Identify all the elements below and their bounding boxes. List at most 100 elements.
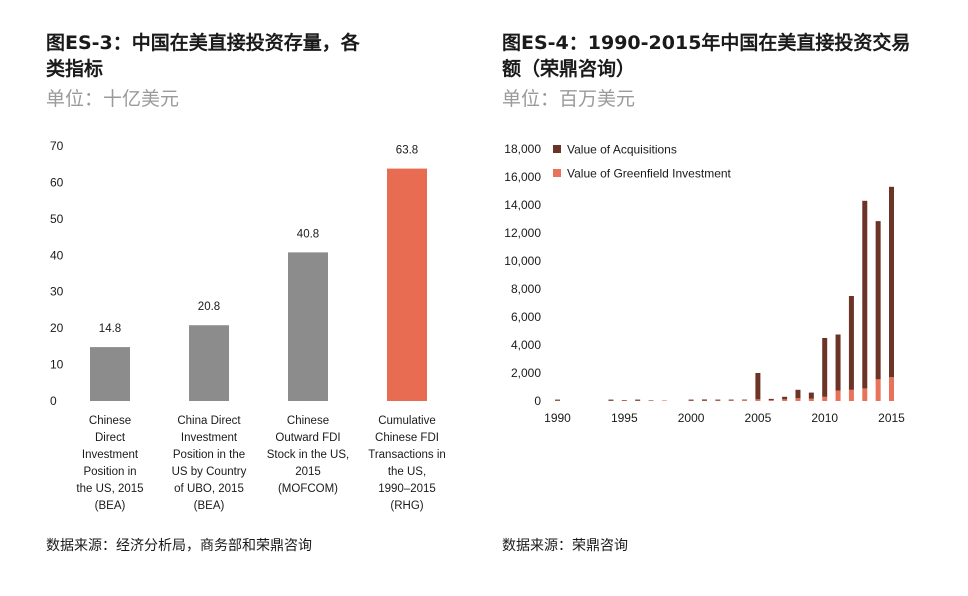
left-chart-title: 图ES-3：中国在美直接投资存量，各类指标 <box>46 32 360 80</box>
category-label: Investment <box>82 449 139 461</box>
bar-greenfield <box>875 379 881 401</box>
category-label: Stock in the US, <box>267 449 349 461</box>
bar-value-label: 20.8 <box>198 301 220 313</box>
bar-greenfield <box>755 399 761 401</box>
right-stacked-bar-chart: 0 2,000 4,000 6,000 8,000 10,000 12,000 14,000 1… <box>504 142 905 425</box>
category-label: Chinese <box>287 415 329 427</box>
category-label: Investment <box>181 432 238 444</box>
category-label: Transactions in <box>368 449 446 461</box>
category-label: Direct <box>95 432 126 444</box>
category-label: Cumulative <box>378 415 436 427</box>
x-tick-label: 2000 <box>678 411 705 425</box>
bar <box>189 325 229 401</box>
y-tick-label: 16,000 <box>504 170 541 184</box>
bar <box>387 168 427 401</box>
y-tick-label: 2,000 <box>511 366 541 380</box>
bar-acquisitions <box>742 399 748 401</box>
category-label: (BEA) <box>95 500 126 512</box>
bar <box>288 252 328 401</box>
bar-greenfield <box>661 400 667 401</box>
left-chart-panel: 图ES-3：中国在美直接投资存量，各类指标 单位：十亿美元 0 10 20 30 40 5… <box>0 0 470 596</box>
y-tick-label: 6,000 <box>511 310 541 324</box>
y-tick-label: 0 <box>534 394 541 408</box>
y-tick-label: 10 <box>50 358 64 372</box>
x-tick-label: 1990 <box>544 411 571 425</box>
bar-acquisitions <box>635 399 641 401</box>
y-tick-label: 60 <box>50 175 64 189</box>
bar-greenfield <box>621 400 627 401</box>
y-tick-label: 70 <box>50 139 64 153</box>
bar-greenfield <box>782 399 788 401</box>
legend-swatch <box>553 169 561 177</box>
category-label: 2015 <box>295 466 321 478</box>
y-tick-label: 4,000 <box>511 338 541 352</box>
right-chart-title: 图ES-4：1990-2015年中国在美直接投资交易额（荣鼎咨询） <box>502 32 911 80</box>
category-label: Position in the <box>173 449 245 461</box>
bar-greenfield <box>835 390 841 401</box>
y-tick-label: 14,000 <box>504 198 541 212</box>
bar-greenfield <box>795 398 801 401</box>
y-tick-label: 20 <box>50 321 64 335</box>
bar-acquisitions <box>768 398 774 401</box>
legend-label: Value of Greenfield Investment <box>567 167 732 181</box>
right-chart-subtitle: 单位：百万美元 <box>502 88 636 110</box>
y-tick-label: 40 <box>50 248 64 262</box>
left-chart-subtitle: 单位：十亿美元 <box>46 88 180 110</box>
bar-acquisitions <box>808 392 814 399</box>
bar-acquisitions <box>782 396 788 400</box>
y-tick-label: 8,000 <box>511 282 541 296</box>
bar-acquisitions <box>755 373 761 400</box>
y-tick-label: 18,000 <box>504 142 541 156</box>
bar-value-label: 14.8 <box>99 323 121 335</box>
category-label: the US, 2015 <box>76 483 143 495</box>
category-label: (BEA) <box>194 500 225 512</box>
x-tick-label: 2015 <box>878 411 905 425</box>
y-tick-label: 10,000 <box>504 254 541 268</box>
bar-acquisitions <box>715 399 721 401</box>
x-tick-label: 2005 <box>745 411 772 425</box>
x-tick-label: 2010 <box>811 411 838 425</box>
category-label: Chinese <box>89 415 131 427</box>
category-label: China Direct <box>177 415 241 427</box>
bar-greenfield <box>808 398 814 401</box>
legend-swatch <box>553 145 561 153</box>
y-tick-label: 50 <box>50 212 64 226</box>
category-label: 1990–2015 <box>378 483 436 495</box>
bar-greenfield <box>768 400 774 401</box>
bar-acquisitions <box>555 399 560 401</box>
bar-greenfield <box>715 400 721 401</box>
category-label: US by Country <box>172 466 247 478</box>
x-tick-label: 1995 <box>611 411 638 425</box>
bar-acquisitions <box>795 389 801 399</box>
y-tick-label: 30 <box>50 285 64 299</box>
bar-greenfield <box>742 400 748 401</box>
legend-label: Value of Acquisitions <box>567 143 677 157</box>
y-tick-label: 12,000 <box>504 226 541 240</box>
y-tick-label: 0 <box>50 394 57 408</box>
bar-acquisitions <box>688 399 694 401</box>
right-chart-panel: 图ES-4：1990-2015年中国在美直接投资交易额（荣鼎咨询） 单位：百万美… <box>470 0 968 596</box>
category-label: Position in <box>83 466 136 478</box>
bar-acquisitions <box>728 399 734 401</box>
bar-greenfield <box>728 400 734 401</box>
bar-greenfield <box>822 396 828 401</box>
bar-acquisitions <box>822 338 828 397</box>
right-chart-source: 数据来源：荣鼎咨询 <box>502 538 628 554</box>
bar-acquisitions <box>875 221 881 380</box>
bar-greenfield <box>862 388 868 401</box>
category-label: of UBO, 2015 <box>174 483 244 495</box>
bar-acquisitions <box>889 186 894 378</box>
bar <box>90 347 130 401</box>
bar-acquisitions <box>848 296 854 390</box>
left-chart-source: 数据来源：经济分析局，商务部和荣鼎咨询 <box>46 538 312 554</box>
category-label: the US, <box>388 466 426 478</box>
bar-value-label: 40.8 <box>297 228 319 240</box>
category-label: (RHG) <box>390 500 423 512</box>
bar-greenfield <box>889 377 894 401</box>
bar-value-label: 63.8 <box>396 145 418 157</box>
bar-acquisitions <box>701 399 707 401</box>
left-bar-chart: 0 10 20 30 40 50 60 70 14.8 Chinese Direct Investme… <box>50 139 446 512</box>
category-label: Outward FDI <box>275 432 340 444</box>
bar-greenfield <box>848 389 854 401</box>
bar-acquisitions <box>862 200 868 389</box>
